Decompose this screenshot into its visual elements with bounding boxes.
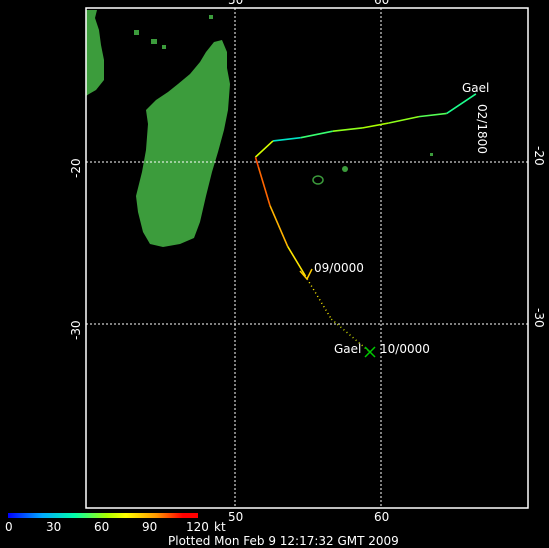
lat-tick-label: -30	[532, 308, 546, 328]
storm-name-label: Gael	[462, 81, 490, 95]
lon-tick-label: 60	[374, 510, 390, 524]
track-segment	[254, 140, 274, 158]
lat-tick-label: -20	[532, 146, 546, 166]
colorbar-tick: 90	[142, 520, 158, 534]
africa-coast	[86, 10, 104, 96]
start-time-label: 02/1800	[475, 104, 489, 154]
reunion-island	[312, 175, 324, 185]
storm-track	[254, 93, 477, 276]
comoros-island	[151, 39, 157, 44]
colorbar-unit: kt	[214, 520, 226, 534]
storm-end-marker	[364, 346, 376, 358]
plotted-timestamp: Plotted Mon Feb 9 12:17:32 GMT 2009	[168, 534, 399, 548]
track-segment	[332, 127, 363, 133]
track-direction-arrow	[299, 268, 313, 281]
lon-tick-label: 50	[228, 510, 244, 524]
colorbar-tick: 0	[5, 520, 13, 534]
track-segment	[257, 166, 271, 206]
track-segment	[254, 156, 260, 168]
island	[209, 15, 213, 19]
colorbar-tick: 60	[94, 520, 110, 534]
forecast-segment	[330, 318, 370, 353]
track-segment	[361, 122, 389, 129]
track-segment	[300, 130, 333, 139]
track-segment	[388, 115, 420, 124]
comoros-island	[134, 30, 139, 35]
end-time-label: 10/0000	[380, 342, 430, 356]
forecast-segment	[304, 275, 333, 320]
mauritius-island	[342, 166, 348, 172]
rodrigues-island	[430, 153, 433, 156]
track-segment	[286, 245, 306, 276]
lat-tick-label: -20	[69, 158, 83, 178]
forecast-track	[304, 275, 370, 353]
colorbar-tick: 120	[186, 520, 209, 534]
lon-tick-label: 60	[374, 0, 390, 7]
track-segment	[269, 205, 289, 247]
intensity-colorbar	[8, 513, 198, 518]
track-segment	[272, 136, 301, 142]
madagascar	[136, 40, 230, 247]
colorbar-tick: 30	[46, 520, 62, 534]
map-frame	[85, 7, 529, 509]
end-storm-name-label: Gael	[334, 342, 362, 356]
lat-lon-grid	[86, 8, 528, 508]
comoros-island	[162, 45, 166, 49]
land-masses	[86, 10, 433, 247]
lat-tick-label: -30	[69, 320, 83, 340]
track-segment	[446, 93, 477, 115]
lon-tick-label: 50	[228, 0, 244, 7]
track-segment	[418, 112, 447, 118]
mid-time-label: 09/0000	[314, 261, 364, 275]
